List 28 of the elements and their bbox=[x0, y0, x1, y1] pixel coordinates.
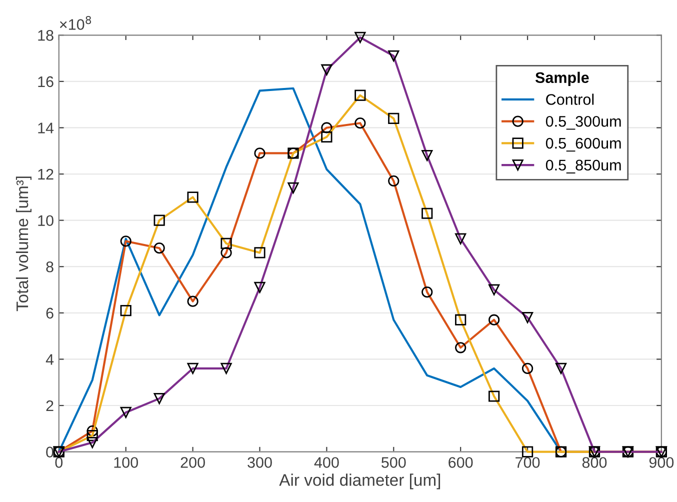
x-tick-label: 400 bbox=[314, 457, 339, 468]
y-tick-label: 12 bbox=[38, 168, 54, 180]
x-tick-label: 600 bbox=[448, 457, 473, 468]
legend-label: 0.5_600um bbox=[546, 138, 621, 152]
x-tick-label: 700 bbox=[516, 457, 540, 468]
legend-label: Control bbox=[546, 94, 594, 105]
y-tick-label: 10 bbox=[38, 215, 54, 226]
legend-label: 0.5_850um bbox=[546, 160, 621, 174]
y-tick-label: 4 bbox=[46, 354, 54, 365]
y-tick-label: 18 bbox=[38, 30, 54, 41]
y-tick-label: 14 bbox=[38, 122, 54, 134]
x-tick-label: 800 bbox=[582, 457, 607, 468]
x-tick-label: 300 bbox=[248, 457, 272, 468]
text: ×10$^{8}$ bbox=[60, 16, 92, 30]
x-tick-label: 200 bbox=[180, 457, 205, 468]
y-tick-label: 0 bbox=[46, 446, 54, 458]
y-tick-label: 16 bbox=[38, 76, 54, 88]
y-tick-label: 6 bbox=[46, 308, 54, 319]
x-tick-label: 500 bbox=[382, 457, 406, 468]
y-tick-label: 2 bbox=[46, 400, 54, 412]
x-tick-label: 900 bbox=[649, 457, 674, 468]
legend-title: Sample bbox=[535, 72, 589, 86]
y-axis-title: Total volume [um³] bbox=[16, 176, 32, 312]
x-axis-title: Air void diameter [um] bbox=[279, 474, 440, 490]
x-tick-label: 0 bbox=[55, 457, 63, 468]
y-tick-label: 8 bbox=[46, 261, 54, 272]
legend-label: 0.5_300um bbox=[546, 116, 621, 130]
x-tick-label: 100 bbox=[114, 457, 138, 468]
